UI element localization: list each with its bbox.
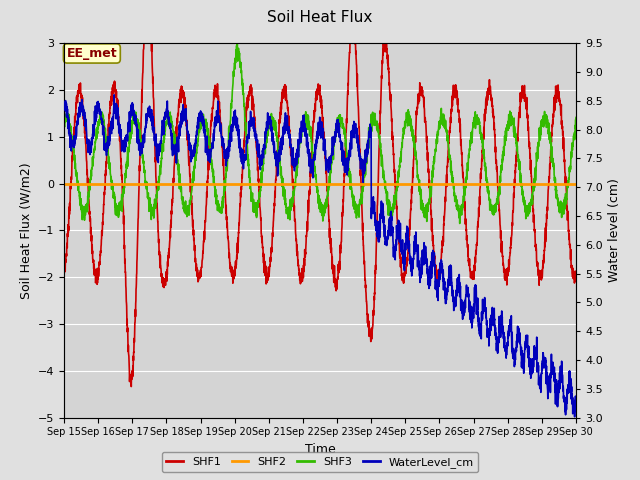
Y-axis label: Water level (cm): Water level (cm) — [609, 179, 621, 282]
Legend: SHF1, SHF2, SHF3, WaterLevel_cm: SHF1, SHF2, SHF3, WaterLevel_cm — [162, 452, 478, 472]
Y-axis label: Soil Heat Flux (W/m2): Soil Heat Flux (W/m2) — [19, 162, 32, 299]
X-axis label: Time: Time — [305, 443, 335, 456]
Text: EE_met: EE_met — [67, 47, 117, 60]
Text: Soil Heat Flux: Soil Heat Flux — [268, 10, 372, 24]
